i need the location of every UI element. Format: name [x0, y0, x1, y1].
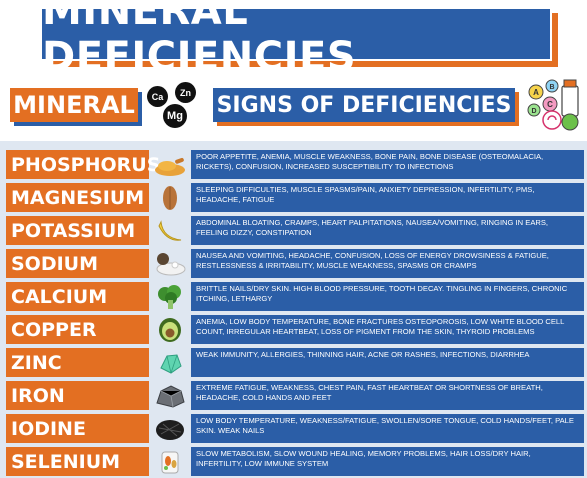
- signs-cell: EXTREME FATIGUE, WEAKNESS, CHEST PAIN, F…: [191, 381, 584, 410]
- mineral-cell: ZINC: [6, 348, 149, 377]
- nutrient-letter: D: [531, 108, 536, 115]
- mineral-name: SELENIUM: [11, 450, 121, 473]
- signs-cell: ANEMIA, LOW BODY TEMPERATURE, BONE FRACT…: [191, 315, 584, 344]
- banana-icon: [151, 216, 189, 245]
- mineral-name: ZINC: [11, 351, 62, 374]
- signs-cell: WEAK IMMUNITY, ALLERGIES, THINNING HAIR,…: [191, 348, 584, 377]
- table-row: MAGNESIUM SLEEPING DIFFICULTIES, MUSCLE S…: [6, 183, 584, 212]
- mineral-name: IRON: [11, 384, 65, 407]
- element-ball: Zn: [175, 82, 196, 103]
- signs-header-label: SIGNS OF DEFICIENCIES: [216, 92, 512, 118]
- signs-text: ANEMIA, LOW BODY TEMPERATURE, BONE FRACT…: [196, 317, 565, 336]
- almond-icon: [151, 183, 189, 212]
- iron-ore-icon: [151, 381, 189, 410]
- table-row: PHOSPHORUS POOR APPETITE, ANEMIA, MUSCLE …: [6, 150, 584, 179]
- signs-text: SLOW METABOLISM, SLOW WOUND HEALING, MEM…: [196, 449, 531, 468]
- table-row: IRON EXTREME FATIGUE, WEAKNESS, CHEST PAI…: [6, 381, 584, 410]
- nutrient-letter: A: [533, 88, 539, 97]
- signs-cell: SLOW METABOLISM, SLOW WOUND HEALING, MEM…: [191, 447, 584, 476]
- title-box: MINERAL DEFICIENCIES: [40, 0, 552, 80]
- mineral-cell: PHOSPHORUS: [6, 150, 160, 179]
- zinc-crystal-icon: [151, 348, 189, 377]
- mineral-cell: SODIUM: [6, 249, 149, 278]
- chemical-elements-icon: Ca Zn Mg: [145, 80, 197, 130]
- mineral-name: PHOSPHORUS: [11, 153, 161, 176]
- mineral-cell: IODINE: [6, 414, 149, 443]
- element-ball: Ca: [147, 86, 168, 107]
- mineral-cell: IRON: [6, 381, 149, 410]
- table-row: CALCIUM BRITTLE NAILS/DRY SKIN. HIGH BLOO…: [6, 282, 584, 311]
- page-title: MINERAL DEFICIENCIES: [42, 0, 357, 80]
- signs-text: BRITTLE NAILS/DRY SKIN. HIGH BLOOD PRESS…: [196, 284, 568, 303]
- signs-text: SLEEPING DIFFICULTIES, MUSCLE SPASMS/PAI…: [196, 185, 535, 204]
- nutrient-letter: C: [547, 100, 553, 109]
- mineral-name: MAGNESIUM: [11, 186, 145, 209]
- signs-text: EXTREME FATIGUE, WEAKNESS, CHEST PAIN, F…: [196, 383, 543, 402]
- table-row: IODINE LOW BODY TEMPERATURE, WEAKNESS/FAT…: [6, 414, 584, 443]
- table-row: COPPER ANEMIA, LOW BODY TEMPERATURE, BONE…: [6, 315, 584, 344]
- table-row: SELENIUM SLOW METABOLISM, SLOW WOUND HEAL…: [6, 447, 584, 476]
- signs-text: ABDOMINAL BLOATING, CRAMPS, HEART PALPIT…: [196, 218, 549, 237]
- mineral-name: COPPER: [11, 318, 97, 341]
- mineral-cell: CALCIUM: [6, 282, 149, 311]
- signs-header: SIGNS OF DEFICIENCIES: [213, 88, 519, 126]
- avocado-icon: [151, 315, 189, 344]
- mineral-cell: COPPER: [6, 315, 149, 344]
- signs-text: POOR APPETITE, ANEMIA, MUSCLE WEAKNESS, …: [196, 152, 544, 171]
- mineral-cell: MAGNESIUM: [6, 183, 149, 212]
- seaweed-icon: [151, 414, 189, 443]
- nutrients-icon: A B C D: [527, 79, 579, 131]
- signs-cell: LOW BODY TEMPERATURE, WEAKNESS/FATIGUE, …: [191, 414, 584, 443]
- signs-text: WEAK IMMUNITY, ALLERGIES, THINNING HAIR,…: [196, 350, 530, 359]
- table-row: SODIUM NAUSEA AND VOMITING, HEADACHE, CON…: [6, 249, 584, 278]
- turmeric-powder-icon: [151, 150, 189, 179]
- salt-icon: [151, 249, 189, 278]
- mineral-cell: SELENIUM: [6, 447, 149, 476]
- mineral-cell: POTASSIUM: [6, 216, 149, 245]
- mineral-header-label: MINERAL: [13, 91, 135, 119]
- table-row: POTASSIUM ABDOMINAL BLOATING, CRAMPS, HEA…: [6, 216, 584, 245]
- mineral-name: SODIUM: [11, 252, 99, 275]
- title-banner: MINERAL DEFICIENCIES: [40, 0, 558, 80]
- signs-text: NAUSEA AND VOMITING, HEADACHE, CONFUSION…: [196, 251, 549, 270]
- signs-text: LOW BODY TEMPERATURE, WEAKNESS/FATIGUE, …: [196, 416, 574, 435]
- element-ball: Mg: [163, 104, 187, 128]
- signs-cell: POOR APPETITE, ANEMIA, MUSCLE WEAKNESS, …: [191, 150, 584, 179]
- signs-cell: BRITTLE NAILS/DRY SKIN. HIGH BLOOD PRESS…: [191, 282, 584, 311]
- signs-cell: SLEEPING DIFFICULTIES, MUSCLE SPASMS/PAI…: [191, 183, 584, 212]
- table-row: ZINC WEAK IMMUNITY, ALLERGIES, THINNING H…: [6, 348, 584, 377]
- signs-cell: NAUSEA AND VOMITING, HEADACHE, CONFUSION…: [191, 249, 584, 278]
- mineral-name: POTASSIUM: [11, 219, 136, 242]
- mineral-name: IODINE: [11, 417, 86, 440]
- supplement-icon: [151, 447, 189, 476]
- mineral-name: CALCIUM: [11, 285, 108, 308]
- broccoli-icon: [151, 282, 189, 311]
- nutrient-letter: B: [549, 84, 554, 91]
- mineral-header: MINERAL: [10, 88, 142, 126]
- signs-cell: ABDOMINAL BLOATING, CRAMPS, HEART PALPIT…: [191, 216, 584, 245]
